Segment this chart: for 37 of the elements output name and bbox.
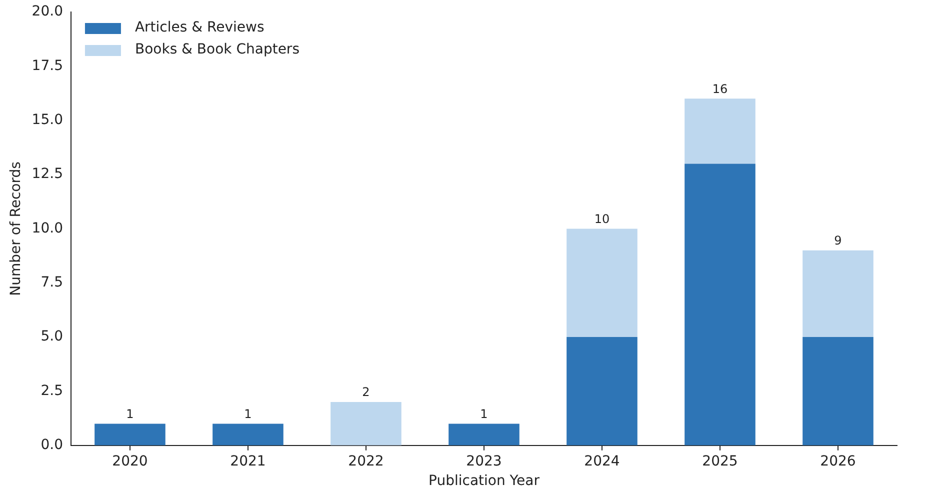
total-label: 16 bbox=[712, 82, 728, 96]
y-tick-label: 12.5 bbox=[32, 166, 63, 182]
x-tick-label: 2021 bbox=[230, 453, 266, 470]
bar bbox=[212, 424, 284, 446]
y-tick-label: 0.0 bbox=[40, 437, 63, 454]
total-label: 2 bbox=[362, 385, 370, 400]
x-tick-label: 2023 bbox=[466, 453, 502, 470]
total-label: 1 bbox=[126, 406, 134, 421]
x-tick-label: 2024 bbox=[584, 453, 620, 470]
x-tick-label: 2020 bbox=[112, 453, 148, 470]
legend-label: Books & Book Chapters bbox=[134, 42, 300, 58]
legend-label: Articles & Reviews bbox=[134, 20, 264, 36]
y-tick-label: 17.5 bbox=[32, 58, 63, 74]
bar bbox=[94, 424, 166, 446]
y-axis-title: Number of Records bbox=[8, 162, 24, 296]
x-tick-label: 2026 bbox=[820, 453, 856, 470]
bar bbox=[802, 337, 874, 446]
total-label: 1 bbox=[480, 406, 488, 421]
total-label: 9 bbox=[834, 233, 842, 248]
y-tick-label: 10.0 bbox=[32, 220, 63, 236]
y-tick-label: 2.5 bbox=[40, 382, 63, 399]
bar bbox=[684, 98, 756, 164]
y-tick-label: 15.0 bbox=[32, 112, 63, 128]
y-tick-label: 20.0 bbox=[32, 4, 63, 20]
bar bbox=[448, 424, 520, 446]
total-label: 1 bbox=[244, 406, 252, 421]
bar bbox=[566, 337, 638, 446]
bar bbox=[802, 250, 874, 338]
y-tick-label: 7.5 bbox=[40, 274, 63, 291]
bar bbox=[330, 402, 402, 446]
x-axis-title: Publication Year bbox=[428, 473, 540, 490]
x-tick-label: 2022 bbox=[348, 453, 384, 470]
total-label: 10 bbox=[594, 212, 610, 226]
y-tick-label: 5.0 bbox=[40, 328, 63, 345]
x-tick-label: 2025 bbox=[702, 453, 738, 470]
bar bbox=[684, 164, 756, 446]
bar bbox=[566, 228, 638, 338]
